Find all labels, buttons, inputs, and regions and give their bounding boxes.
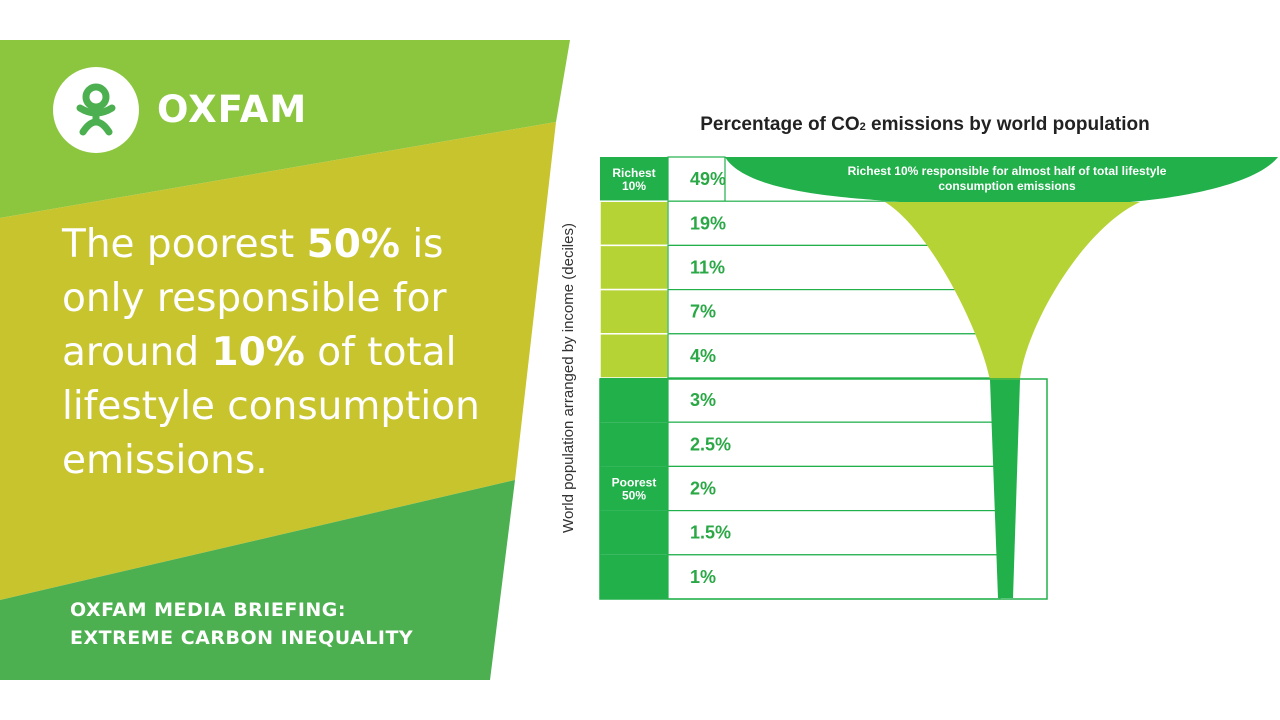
group-cell (600, 157, 668, 202)
green-band (0, 480, 515, 680)
decile-value-label: 1% (690, 567, 716, 587)
decile-value-label: 49% (690, 169, 726, 189)
headline-bold-10: 10% (211, 330, 305, 375)
decile-value-label: 11% (690, 258, 725, 278)
oxfam-logo (53, 67, 139, 153)
funnel-top-dark (725, 157, 1278, 202)
group-cell (599, 200, 669, 247)
poorest-outline (599, 378, 1048, 600)
oxfam-wordmark: OXFAM (157, 88, 308, 131)
decile-bar (667, 244, 966, 291)
group-cell (600, 554, 668, 599)
decile-value-label: 7% (690, 302, 716, 322)
annotation-line-2: consumption emissions (938, 179, 1076, 193)
funnel-light-section (885, 202, 1140, 380)
lime-band (0, 40, 570, 218)
headline-bold-50: 50% (306, 222, 400, 267)
decile-value-label: 2.5% (690, 434, 731, 454)
decile-bar (667, 377, 1001, 423)
decile-value-label: 4% (690, 346, 716, 366)
decile-value-label: 2% (690, 479, 716, 499)
group-cell (600, 510, 668, 555)
decile-bar (667, 465, 1001, 512)
headline: The poorest 50% is only responsible for … (62, 222, 480, 483)
chart-title: Percentage of CO2 emissions by world pop… (700, 114, 1150, 135)
group-cell (599, 244, 669, 291)
group-label: Richest (612, 166, 655, 180)
funnel (599, 157, 1278, 600)
funnel-dark-stem (990, 380, 1020, 598)
group-label: Poorest (612, 476, 657, 490)
decile-bar (667, 333, 1001, 379)
briefing-title: OXFAM MEDIA BRIEFING: EXTREME CARBON INE… (70, 599, 414, 649)
decile-value-label: 3% (690, 390, 716, 410)
group-cell (600, 378, 668, 423)
decile-bar (667, 510, 1001, 556)
decile-bar (667, 156, 726, 202)
group-label: 50% (622, 489, 646, 503)
y-axis-label: World population arranged by income (dec… (560, 223, 577, 533)
decile-rows: 49% 19% 11% 7% 4% 3% 2.5% 2% 1.5% 1% (599, 156, 1001, 600)
decile-bar (667, 554, 1001, 600)
decile-bar (667, 289, 986, 335)
group-cell (599, 333, 669, 379)
decile-value-label: 1.5% (690, 523, 731, 543)
group-label: 10% (622, 179, 646, 193)
oxfam-logo-figure-icon (76, 83, 116, 136)
annotation-line-1: Richest 10% responsible for almost half … (848, 164, 1167, 178)
group-cell (599, 288, 669, 335)
decile-value-label: 19% (690, 213, 726, 233)
group-cell (600, 422, 668, 467)
group-cell (600, 466, 668, 511)
olive-band (0, 122, 556, 600)
